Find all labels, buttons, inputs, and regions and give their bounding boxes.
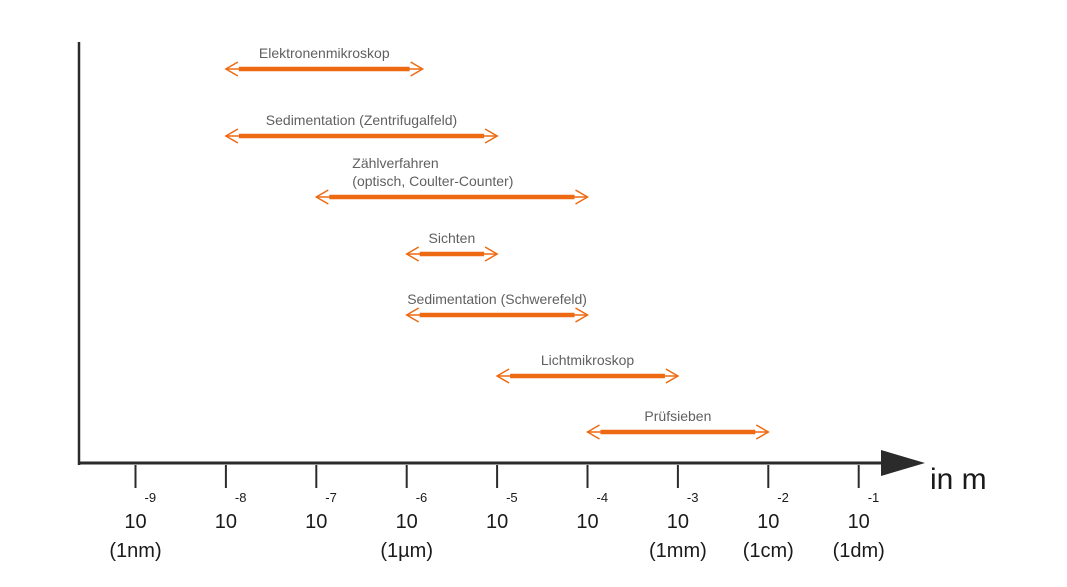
arrow-right-icon	[755, 424, 770, 440]
x-tick-unit: (1mm)	[649, 540, 707, 562]
x-tick-exponent: -4	[597, 490, 609, 505]
arrow-right-icon	[410, 61, 425, 77]
x-tick-unit: (1µm)	[380, 540, 433, 562]
range-bar: Sichten	[405, 230, 499, 262]
arrow-left-icon	[405, 246, 420, 262]
x-tick-exponent: -5	[506, 490, 518, 505]
x-tick-exponent: -3	[687, 490, 699, 505]
range-label: Sedimentation (Zentrifugalfeld)	[266, 112, 457, 128]
x-tick-exponent: -9	[145, 490, 157, 505]
arrow-right-icon	[575, 307, 589, 323]
arrow-left-icon	[495, 368, 510, 384]
arrow-left-icon	[405, 307, 420, 323]
range-bar: Sedimentation (Schwerefeld)	[405, 291, 589, 323]
range-label: (optisch, Coulter-Counter)	[352, 173, 513, 189]
range-label: Elektronenmikroskop	[259, 45, 390, 61]
range-bar: Lichtmikroskop	[495, 352, 680, 384]
x-tick-base: 10	[396, 511, 418, 533]
x-tick-unit: (1nm)	[109, 540, 161, 562]
tick-group: -9 10 (1nm) -8 10 -7 10 -6 10 (1µm) -5 10 -4 10 -3 10 (1…	[109, 465, 885, 562]
x-tick-base: 10	[124, 511, 146, 533]
arrow-left-icon	[586, 424, 600, 440]
x-tick-exponent: -2	[777, 490, 789, 505]
range-bar: Elektronenmikroskop	[224, 45, 425, 77]
arrow-left-icon	[224, 61, 239, 77]
arrow-right-icon	[484, 246, 499, 262]
x-tick-base: 10	[757, 511, 779, 533]
range-bar: Prüfsieben	[586, 408, 770, 440]
x-tick-unit: (1cm)	[743, 540, 794, 562]
x-tick-base: 10	[215, 511, 237, 533]
range-bar: Sedimentation (Zentrifugalfeld)	[224, 112, 499, 144]
x-axis-arrowhead-icon	[881, 450, 925, 476]
x-tick-exponent: -1	[868, 490, 880, 505]
range-bar: Zählverfahren (optisch, Coulter-Counter)	[314, 155, 589, 205]
range-label: Lichtmikroskop	[541, 352, 635, 368]
x-tick-base: 10	[576, 511, 598, 533]
x-tick-base: 10	[667, 511, 689, 533]
x-tick-base: 10	[848, 511, 870, 533]
range-label: Sedimentation (Schwerefeld)	[407, 291, 587, 307]
range-group: Elektronenmikroskop Sedimentation (Zentri…	[224, 45, 770, 440]
arrow-right-icon	[484, 128, 499, 144]
arrow-left-icon	[224, 128, 239, 144]
x-axis-unit-label: in m	[930, 463, 987, 496]
range-label: Sichten	[429, 230, 476, 246]
x-tick-unit: (1dm)	[833, 540, 885, 562]
x-tick-exponent: -6	[416, 490, 428, 505]
x-tick-exponent: -7	[325, 490, 337, 505]
arrow-left-icon	[314, 189, 329, 205]
axes-group: in m	[77, 42, 987, 496]
range-label: Prüfsieben	[644, 408, 711, 424]
arrow-right-icon	[665, 368, 680, 384]
x-tick-exponent: -8	[235, 490, 247, 505]
x-tick-base: 10	[486, 511, 508, 533]
x-tick-base: 10	[305, 511, 327, 533]
range-label: Zählverfahren	[352, 155, 438, 171]
arrow-right-icon	[575, 189, 589, 205]
